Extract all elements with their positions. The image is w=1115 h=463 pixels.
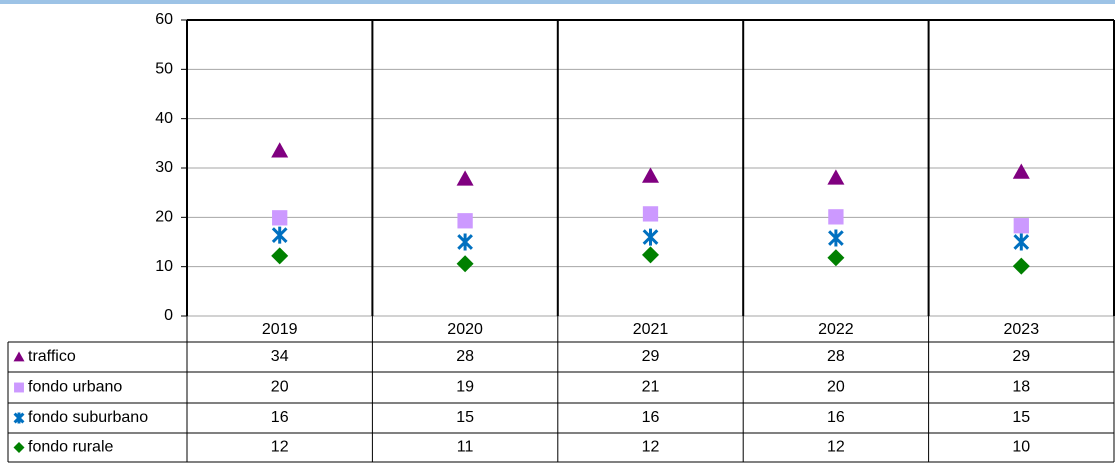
data-point [828,209,844,225]
table-value: 34 [271,348,289,365]
data-point [827,249,845,267]
data-point [457,213,473,229]
table-value: 20 [827,379,845,396]
data-point [457,233,473,251]
y-tick-label: 20 [155,209,173,226]
data-point [456,255,474,273]
legend-label: traffico [28,348,76,365]
legend-label: fondo suburbano [28,409,148,426]
y-tick-label: 30 [155,159,173,176]
table-value: 28 [827,348,845,365]
legend-marker [13,442,25,453]
table-value: 18 [1012,379,1030,396]
data-point [1012,163,1030,179]
y-tick-label: 60 [155,11,173,28]
data-point [642,228,659,246]
x-tick-label: 2019 [262,321,298,338]
legend-marker [13,351,25,362]
legend-label: fondo rurale [28,439,113,456]
table-value: 19 [456,379,474,396]
legend-marker [14,382,24,393]
data-point [456,170,474,186]
table-value: 12 [642,439,660,456]
data-point [271,142,289,158]
data-point [828,229,844,247]
table-value: 12 [271,439,289,456]
table-value: 20 [271,379,289,396]
x-tick-label: 2022 [818,321,854,338]
table-value: 10 [1012,439,1030,456]
legend-label: fondo urbano [28,379,122,396]
table-value: 12 [827,439,845,456]
x-tick-label: 2020 [447,321,483,338]
table-value: 15 [1012,409,1030,426]
table-value: 29 [642,348,660,365]
y-tick-label: 40 [155,110,173,127]
table-value: 16 [827,409,845,426]
data-point [271,247,289,265]
top-bar [0,0,1115,4]
table-value: 28 [456,348,474,365]
table-value: 15 [456,409,474,426]
data-point [642,246,659,264]
x-tick-label: 2021 [633,321,669,338]
y-tick-label: 0 [164,307,173,324]
data-point [271,226,288,244]
table-value: 11 [457,439,474,456]
data-point [642,206,659,222]
y-tick-label: 50 [155,61,173,78]
data-point [272,210,288,226]
data-point [1013,233,1030,251]
data-point [1013,218,1029,234]
y-tick-label: 10 [155,258,173,275]
table-value: 21 [642,379,660,396]
data-point [827,169,845,185]
table-value: 29 [1012,348,1030,365]
data-point [642,167,659,183]
data-point [1012,257,1030,275]
table-value: 16 [271,409,289,426]
legend-marker [13,412,25,424]
x-tick-label: 2023 [1004,321,1040,338]
table-value: 16 [642,409,660,426]
